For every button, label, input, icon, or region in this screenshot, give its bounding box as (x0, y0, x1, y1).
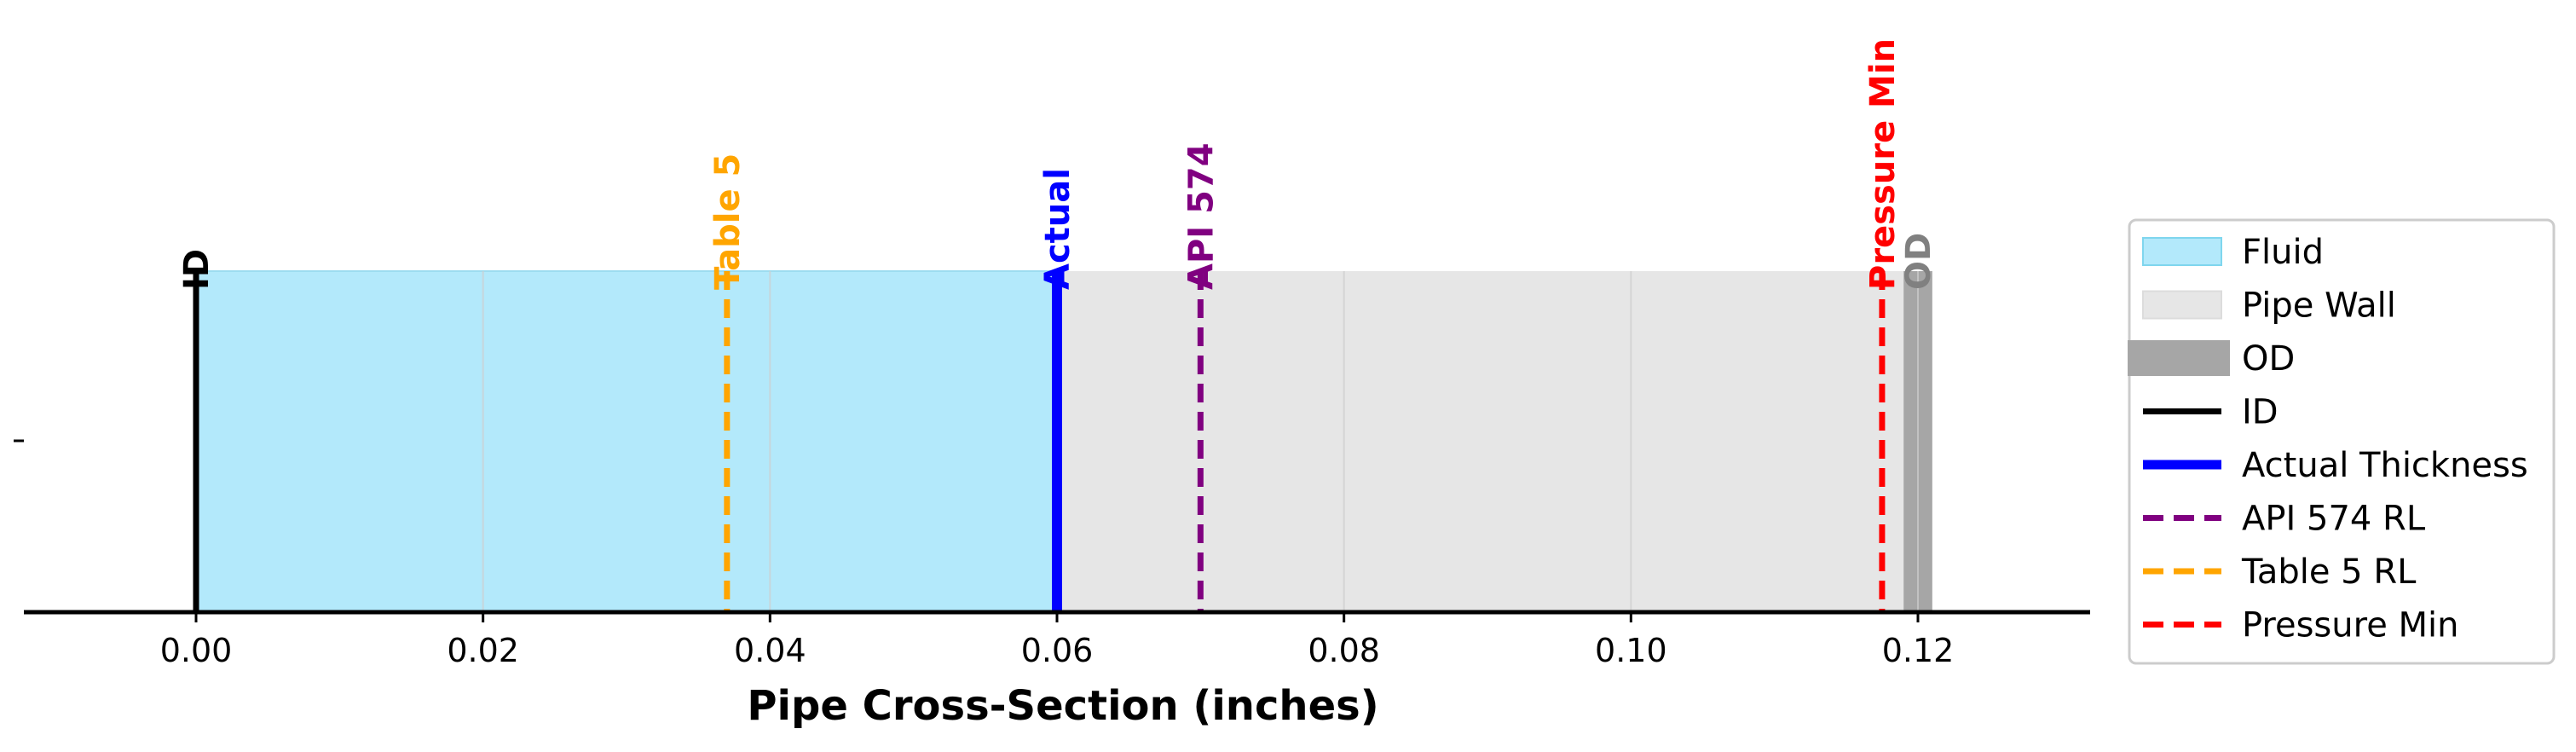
region-fluid (195, 270, 1058, 613)
x-tick-label-6: 0.12 (1882, 632, 1955, 669)
x-tick-label-0: 0.00 (160, 632, 233, 669)
legend-label-id: ID (2242, 393, 2279, 432)
label-table-5-rl: Table 5 (708, 153, 748, 290)
x-tick-label-3: 0.06 (1021, 632, 1094, 669)
x-tick-label-4: 0.08 (1308, 632, 1380, 669)
x-tick-label-1: 0.02 (447, 632, 519, 669)
x-tick-label-5: 0.10 (1595, 632, 1667, 669)
region-pipe-wall (1057, 271, 1904, 612)
plot-axes: 0.00 0.02 0.04 0.06 0.08 0.10 0.12 (14, 439, 2090, 669)
legend-label-pipe-wall: Pipe Wall (2242, 286, 2396, 326)
legend-label-pressure-min: Pressure Min (2242, 606, 2459, 645)
legend-handle-od (2128, 340, 2230, 376)
legend-label-actual-thickness: Actual Thickness (2242, 446, 2528, 485)
x-axis-title: Pipe Cross-Section (inches) (747, 682, 1378, 730)
legend-handle-pipe-wall (2142, 290, 2222, 320)
label-id: ID (177, 249, 217, 290)
plot-regions (195, 270, 1932, 613)
label-od: OD (1899, 233, 1938, 290)
x-tick-label-2: 0.04 (734, 632, 806, 669)
legend-label-od: OD (2242, 339, 2295, 379)
legend-handle-fluid (2142, 237, 2222, 266)
legend-box (2128, 218, 2556, 665)
label-api-574-rl: API 574 (1181, 142, 1221, 290)
legend: Fluid Pipe Wall OD ID Actual Thickness API 57… (2128, 218, 2556, 665)
legend-label-fluid: Fluid (2242, 233, 2324, 272)
label-pressure-min: Pressure Min (1863, 38, 1903, 290)
legend-label-table-5-rl: Table 5 RL (2241, 552, 2417, 592)
legend-label-api-574-rl: API 574 RL (2242, 500, 2426, 539)
label-actual-thickness: Actual (1038, 168, 1077, 290)
